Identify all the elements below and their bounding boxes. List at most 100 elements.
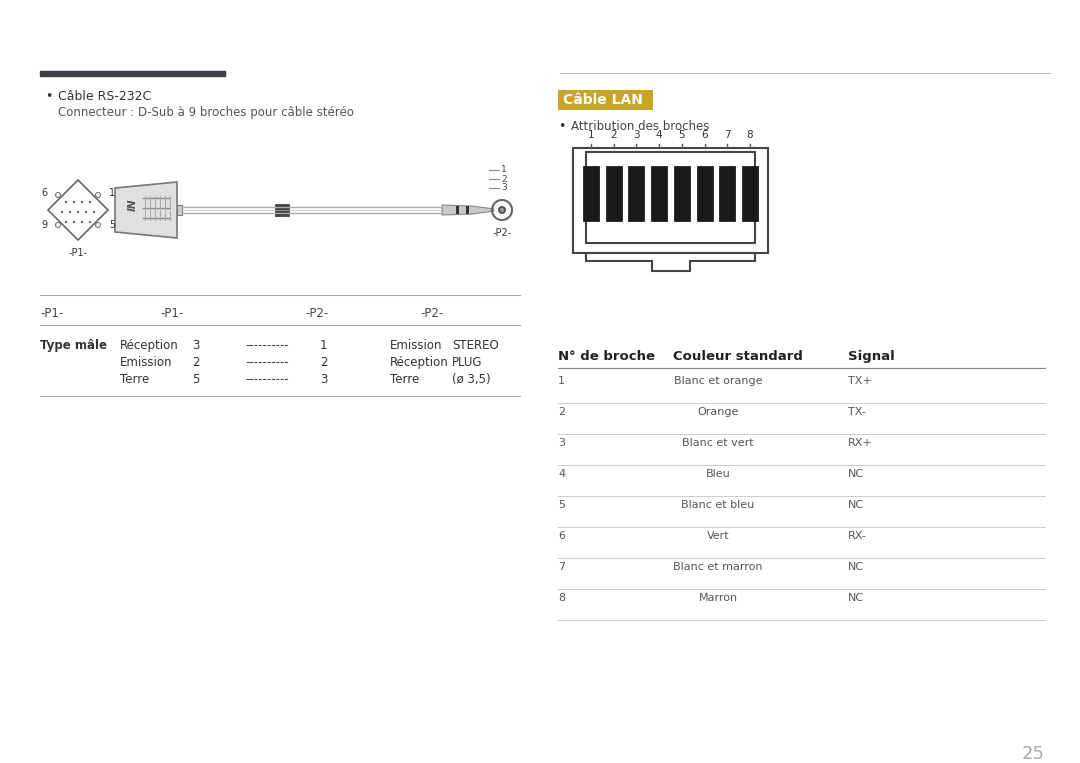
Text: 3: 3 — [501, 183, 507, 192]
Text: 2: 2 — [558, 407, 565, 417]
Text: 3: 3 — [320, 373, 327, 386]
Text: 6: 6 — [701, 130, 707, 140]
Text: Emission: Emission — [390, 339, 443, 352]
Circle shape — [498, 206, 507, 214]
Text: 3: 3 — [192, 339, 200, 352]
Text: TX-: TX- — [848, 407, 866, 417]
Circle shape — [81, 201, 83, 203]
Text: 1: 1 — [320, 339, 327, 352]
Text: Blanc et marron: Blanc et marron — [673, 562, 762, 572]
Text: Connecteur : D-Sub à 9 broches pour câble stéréo: Connecteur : D-Sub à 9 broches pour câbl… — [58, 106, 354, 119]
Text: 8: 8 — [558, 593, 565, 603]
Circle shape — [72, 221, 76, 224]
Circle shape — [85, 211, 87, 213]
Circle shape — [93, 211, 95, 213]
Text: 2: 2 — [320, 356, 327, 369]
Text: TX+: TX+ — [848, 376, 872, 386]
Bar — [558, 90, 653, 110]
Text: 7: 7 — [558, 562, 565, 572]
Text: Blanc et orange: Blanc et orange — [674, 376, 762, 386]
Text: -P2-: -P2- — [492, 228, 512, 238]
Circle shape — [89, 201, 91, 203]
Text: NC: NC — [848, 593, 864, 603]
Text: Blanc et vert: Blanc et vert — [683, 438, 754, 448]
Text: 5: 5 — [558, 500, 565, 510]
Text: 4: 4 — [558, 469, 565, 479]
Bar — [697, 166, 713, 221]
Text: 1: 1 — [109, 188, 116, 198]
Text: 2: 2 — [610, 130, 617, 140]
Text: Signal: Signal — [848, 350, 894, 363]
Text: Marron: Marron — [699, 593, 738, 603]
Text: Terre: Terre — [120, 373, 149, 386]
Text: Emission: Emission — [120, 356, 173, 369]
Text: •: • — [558, 120, 565, 133]
Polygon shape — [442, 205, 494, 215]
Text: Type mâle: Type mâle — [40, 339, 107, 352]
Text: Câble LAN: Câble LAN — [563, 93, 643, 107]
Circle shape — [81, 221, 83, 224]
Text: Vert: Vert — [706, 531, 729, 541]
Circle shape — [72, 201, 76, 203]
Text: Attribution des broches: Attribution des broches — [571, 120, 710, 133]
Text: Réception: Réception — [120, 339, 179, 352]
Text: N° de broche: N° de broche — [558, 350, 654, 363]
Text: (ø 3,5): (ø 3,5) — [453, 373, 490, 386]
Text: 1: 1 — [501, 166, 507, 175]
Circle shape — [89, 221, 91, 224]
Text: ----------: ---------- — [245, 373, 288, 386]
Text: Bleu: Bleu — [705, 469, 730, 479]
Text: RX+: RX+ — [848, 438, 873, 448]
Text: -P1-: -P1- — [160, 307, 184, 320]
Text: NC: NC — [848, 469, 864, 479]
Text: Orange: Orange — [698, 407, 739, 417]
Text: IN: IN — [129, 198, 138, 211]
Text: 25: 25 — [1022, 745, 1045, 763]
Text: Réception: Réception — [390, 356, 449, 369]
Text: 5: 5 — [192, 373, 200, 386]
Bar — [651, 166, 667, 221]
Circle shape — [65, 201, 67, 203]
Text: -P2-: -P2- — [420, 307, 443, 320]
Text: 1: 1 — [558, 376, 565, 386]
Text: 6: 6 — [558, 531, 565, 541]
Text: -P1-: -P1- — [68, 248, 87, 258]
Text: 6: 6 — [41, 188, 48, 198]
Text: 9: 9 — [41, 220, 48, 230]
Text: 3: 3 — [558, 438, 565, 448]
Text: 8: 8 — [746, 130, 754, 140]
Text: 5: 5 — [109, 220, 116, 230]
Text: 7: 7 — [724, 130, 730, 140]
Circle shape — [60, 211, 64, 213]
Text: 2: 2 — [501, 175, 507, 183]
Bar — [40, 71, 225, 76]
Text: ----------: ---------- — [245, 356, 288, 369]
Text: Câble RS-232C: Câble RS-232C — [58, 90, 151, 103]
Text: 1: 1 — [588, 130, 594, 140]
Bar — [674, 166, 690, 221]
Text: 4: 4 — [656, 130, 662, 140]
Circle shape — [500, 208, 504, 212]
Bar — [586, 152, 755, 243]
Text: 3: 3 — [633, 130, 639, 140]
Text: Couleur standard: Couleur standard — [673, 350, 802, 363]
Bar — [573, 148, 768, 253]
Circle shape — [65, 221, 67, 224]
Text: Terre: Terre — [390, 373, 419, 386]
Bar — [742, 166, 758, 221]
Text: -P2-: -P2- — [305, 307, 328, 320]
Text: 2: 2 — [192, 356, 200, 369]
Text: PLUG: PLUG — [453, 356, 483, 369]
Bar — [606, 166, 622, 221]
Circle shape — [69, 211, 71, 213]
Bar — [465, 206, 469, 214]
Bar — [629, 166, 645, 221]
Text: NC: NC — [848, 562, 864, 572]
Circle shape — [77, 211, 79, 213]
Text: NC: NC — [848, 500, 864, 510]
Text: RX-: RX- — [848, 531, 867, 541]
Bar — [275, 204, 289, 216]
Polygon shape — [114, 182, 177, 238]
Bar — [456, 206, 459, 214]
Bar — [583, 166, 599, 221]
